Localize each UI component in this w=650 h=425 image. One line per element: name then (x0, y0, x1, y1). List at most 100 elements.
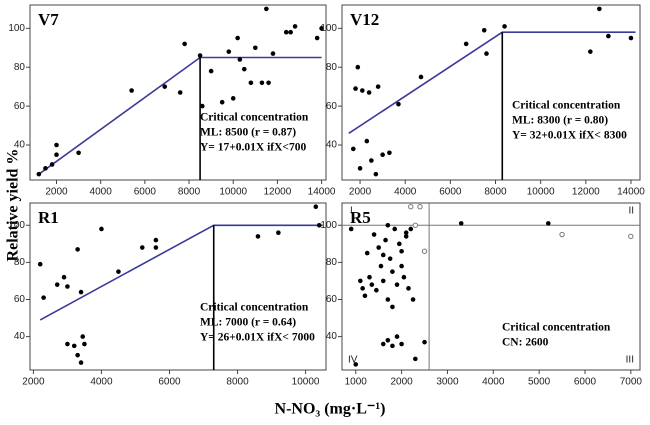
x-tick-label: 3000 (436, 377, 459, 388)
point (71, 343, 77, 349)
point (41, 295, 46, 300)
annotation: ML: 8300 (r = 0.80) (512, 115, 608, 127)
point (383, 237, 388, 243)
x-tick-label: 4000 (482, 377, 505, 388)
point (116, 269, 121, 274)
point (390, 269, 395, 274)
point (182, 41, 187, 47)
point (65, 284, 70, 289)
panel-label: R5 (350, 208, 371, 227)
point (78, 289, 84, 295)
point (255, 234, 261, 239)
hollow-point (412, 222, 419, 228)
point (597, 6, 602, 12)
point (376, 245, 381, 250)
x-tick-label: 12000 (572, 187, 600, 198)
point (406, 286, 411, 291)
point (259, 80, 265, 86)
point (390, 304, 395, 310)
y-tick-label: 100 (8, 220, 25, 231)
x-tick-label: 2000 (349, 187, 372, 198)
point (61, 274, 67, 280)
x-tick-label: 8000 (178, 187, 201, 198)
point (385, 222, 391, 228)
y-tick-label: 60 (326, 294, 338, 305)
annotation: Critical concentration (200, 302, 309, 314)
point (387, 256, 393, 261)
point (54, 282, 60, 287)
y-tick-label: 100 (320, 23, 337, 34)
point (399, 341, 404, 347)
hollow-point (417, 204, 423, 210)
point (481, 27, 487, 33)
x-tick-label: 6000 (158, 377, 181, 388)
point (387, 150, 392, 156)
point (399, 263, 404, 269)
point (397, 241, 402, 247)
point (403, 234, 409, 239)
x-tick-label: 10000 (527, 187, 555, 198)
point (378, 263, 384, 269)
point (362, 293, 368, 299)
point (502, 24, 507, 29)
x-tick-label: 10000 (292, 377, 320, 388)
point (197, 53, 203, 58)
point (264, 6, 269, 12)
point (235, 35, 240, 41)
point (49, 162, 55, 167)
point (82, 341, 87, 347)
point (316, 222, 322, 228)
x-tick-label: 14000 (617, 187, 645, 198)
plot-frame (341, 202, 641, 371)
point (54, 142, 59, 148)
x-tick-label: 2000 (45, 187, 68, 198)
annotation: Critical concentration (512, 100, 621, 112)
x-tick-label: 4000 (394, 187, 417, 198)
point (129, 88, 134, 93)
point (385, 338, 391, 343)
point (360, 286, 365, 291)
point (162, 84, 168, 89)
point (199, 103, 205, 109)
point (353, 86, 358, 91)
point (226, 49, 232, 54)
point (606, 33, 611, 39)
x-axis-label: N-NO₃ (mg·L⁻¹) (275, 401, 386, 418)
panel: 2000 4000 6000 8000 10000 12000 14000 40 60 80 100… (8, 4, 336, 198)
point (394, 282, 400, 287)
point (139, 245, 145, 250)
point (385, 297, 391, 302)
annotation: ML: 8500 (r = 0.87) (200, 127, 296, 139)
quadrant-label: I (350, 206, 353, 217)
point (36, 171, 42, 177)
plot-frame (341, 4, 641, 181)
point (410, 297, 416, 302)
point (153, 237, 159, 243)
point (408, 226, 414, 232)
y-tick-label: 80 (326, 62, 338, 73)
point (37, 261, 43, 267)
point (392, 226, 398, 232)
plot-frame (29, 4, 327, 181)
x-tick-label: 4000 (90, 187, 113, 198)
panel: 2000 4000 6000 8000 10000 12000 14000 40 60 80 100… (320, 4, 645, 198)
point (380, 341, 386, 347)
point (292, 24, 298, 29)
y-tick-label: 40 (326, 140, 338, 151)
point (353, 362, 359, 367)
x-tick-label: 6000 (134, 187, 157, 198)
y-tick-label: 60 (326, 101, 338, 112)
point (80, 334, 86, 339)
point (208, 68, 214, 74)
annotation: ML: 7000 (r = 0.64) (200, 317, 296, 329)
point (99, 226, 104, 232)
point (253, 45, 258, 51)
y-tick-label: 60 (14, 101, 26, 112)
point (628, 35, 634, 41)
point (463, 41, 469, 47)
y-tick-label: 40 (14, 140, 26, 151)
point (369, 158, 374, 163)
point (177, 90, 183, 95)
point (348, 226, 354, 232)
